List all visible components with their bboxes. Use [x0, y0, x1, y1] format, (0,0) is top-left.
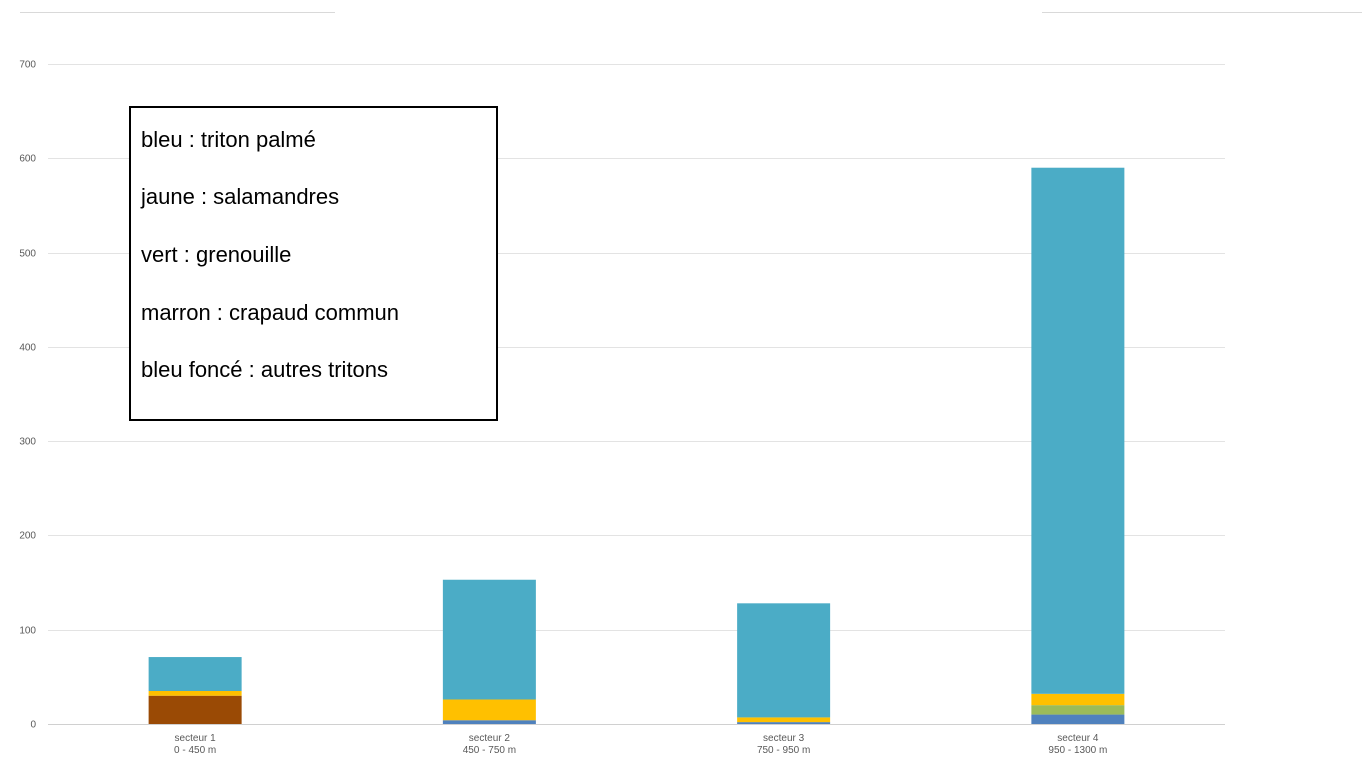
- y-tick-label-700: 700: [19, 60, 36, 71]
- x-category-label-2-line-1: secteur 2: [469, 733, 511, 744]
- y-tick-label-600: 600: [19, 154, 36, 165]
- legend-line-grenouille: vert : grenouille: [141, 242, 292, 267]
- y-tick-label-300: 300: [19, 437, 36, 448]
- legend-line-autres-tritons: bleu foncé : autres tritons: [141, 357, 389, 382]
- y-tick-label-200: 200: [19, 531, 36, 542]
- bar-segment-salamandres-2: [442, 699, 536, 721]
- x-category-label-2-line-2: 450 - 750 m: [463, 745, 516, 756]
- legend-line-crapaud-commun: marron : crapaud commun: [141, 300, 399, 325]
- x-category-label-3-line-1: secteur 3: [763, 733, 805, 744]
- y-tick-label-0: 0: [30, 720, 36, 731]
- bar-segment-salamandres-4: [1031, 693, 1125, 706]
- y-tick-label-100: 100: [19, 626, 36, 637]
- bar-segment-triton_palme-3: [737, 603, 831, 718]
- chart-frame-top-right: [1042, 12, 1362, 13]
- bar-segment-autres_tritons-3: [737, 722, 831, 724]
- legend-box: bleu : triton palmé jaune : salamandres …: [129, 106, 498, 421]
- bar-segment-salamandres-1: [148, 691, 242, 696]
- x-category-label-1-line-1: secteur 1: [175, 733, 217, 744]
- y-tick-label-400: 400: [19, 343, 36, 354]
- bar-segment-crapaud_commun-1: [148, 695, 242, 724]
- bar-segment-triton_palme-2: [442, 579, 536, 700]
- bar-segment-salamandres-3: [737, 717, 831, 723]
- legend-line-salamandres: jaune : salamandres: [141, 184, 340, 209]
- legend-line-triton-palme: bleu : triton palmé: [141, 127, 316, 152]
- x-category-label-4-line-1: secteur 4: [1057, 733, 1099, 744]
- bar-segment-triton_palme-1: [148, 657, 242, 691]
- bar-segment-autres_tritons-4: [1031, 714, 1125, 724]
- x-category-label-4-line-2: 950 - 1300 m: [1048, 745, 1107, 756]
- y-tick-label-500: 500: [19, 249, 36, 260]
- bar-segment-autres_tritons-2: [442, 720, 536, 724]
- bar-segment-triton_palme-4: [1031, 167, 1125, 694]
- chart-frame-top-left: [20, 12, 335, 13]
- x-category-label-1-line-2: 0 - 450 m: [174, 745, 216, 756]
- x-category-label-3-line-2: 750 - 950 m: [757, 745, 810, 756]
- bar-segment-grenouille-4: [1031, 705, 1125, 715]
